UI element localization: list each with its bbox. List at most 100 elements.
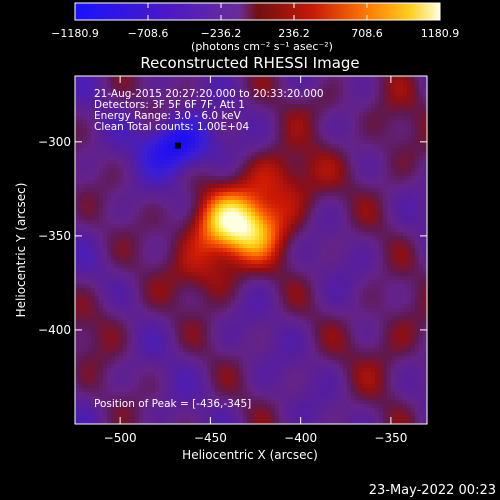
heatmap-cell [407,104,412,109]
heatmap-cell [387,96,392,101]
heatmap-cell [391,248,396,253]
heatmap-cell [303,92,308,97]
heatmap-cell [103,172,108,177]
heatmap-cell [131,288,136,293]
heatmap-cell [403,236,408,241]
heatmap-cell [179,200,184,205]
heatmap-cell [243,200,248,205]
heatmap-cell [415,168,420,173]
heatmap-cell [279,140,284,145]
heatmap-cell [111,204,116,209]
heatmap-cell [147,248,152,253]
heatmap-cell [99,148,104,153]
heatmap-cell [119,280,124,285]
heatmap-cell [335,148,340,153]
heatmap-cell [311,188,316,193]
heatmap-cell [187,284,192,289]
heatmap-cell [183,96,188,101]
heatmap-cell [375,152,380,157]
heatmap-cell [171,192,176,197]
heatmap-cell [395,196,400,201]
heatmap-cell [231,156,236,161]
heatmap-cell [319,248,324,253]
heatmap-cell [207,132,212,137]
heatmap-cell [211,156,216,161]
heatmap-cell [119,148,124,153]
heatmap-cell [111,168,116,173]
heatmap-cell [87,236,92,241]
heatmap-cell [107,92,112,97]
heatmap-cell [323,128,328,133]
heatmap-cell [363,248,368,253]
heatmap-cell [183,128,188,133]
heatmap-cell [311,184,316,189]
heatmap-cell [299,212,304,217]
heatmap-cell [419,268,424,273]
heatmap-cell [291,120,296,125]
heatmap-cell [367,176,372,181]
heatmap-cell [331,80,336,85]
heatmap-cell [327,252,332,257]
heatmap-cell [227,164,232,169]
heatmap-cell [195,144,200,149]
heatmap-cell [123,92,128,97]
heatmap-cell [383,240,388,245]
heatmap-cell [415,88,420,93]
heatmap-cell [271,300,276,305]
heatmap-cell [195,148,200,153]
heatmap-cell [187,208,192,213]
heatmap-cell [187,124,192,129]
heatmap-cell [347,176,352,181]
heatmap-cell [139,120,144,125]
heatmap-cell [375,192,380,197]
heatmap-cell [215,228,220,233]
heatmap-cell [171,76,176,81]
heatmap-cell [123,132,128,137]
heatmap-cell [391,216,396,221]
heatmap-cell [279,184,284,189]
heatmap-cell [363,104,368,109]
heatmap-cell [91,120,96,125]
heatmap-cell [279,144,284,149]
heatmap-cell [143,184,148,189]
heatmap-cell [343,204,348,209]
heatmap-cell [215,204,220,209]
heatmap-cell [407,252,412,257]
heatmap-cell [159,180,164,185]
heatmap-cell [139,84,144,89]
heatmap-cell [103,292,108,297]
heatmap-cell [207,248,212,253]
heatmap-cell [191,300,196,305]
heatmap-cell [379,76,384,81]
heatmap-cell [111,216,116,221]
heatmap-cell [255,208,260,213]
heatmap-cell [139,192,144,197]
heatmap-cell [131,108,136,113]
heatmap-cell [415,200,420,205]
heatmap-cell [187,292,192,297]
heatmap-cell [155,124,160,129]
heatmap-cell [231,212,236,217]
heatmap-cell [95,200,100,205]
heatmap-cell [299,84,304,89]
heatmap-cell [131,112,136,117]
heatmap-cell [303,188,308,193]
heatmap-cell [175,240,180,245]
heatmap-cell [191,140,196,145]
heatmap-cell [419,260,424,265]
heatmap-cell [111,100,116,105]
heatmap-cell [391,220,396,225]
heatmap-cell [107,172,112,177]
heatmap-cell [187,216,192,221]
heatmap-cell [295,160,300,165]
heatmap-cell [171,232,176,237]
heatmap-cell [263,296,268,301]
heatmap-cell [315,284,320,289]
heatmap-cell [111,144,116,149]
heatmap-cell [79,232,84,237]
heatmap-cell [119,212,124,217]
heatmap-cell [411,176,416,181]
heatmap-cell [143,244,148,249]
heatmap-cell [391,268,396,273]
heatmap-cell [371,128,376,133]
